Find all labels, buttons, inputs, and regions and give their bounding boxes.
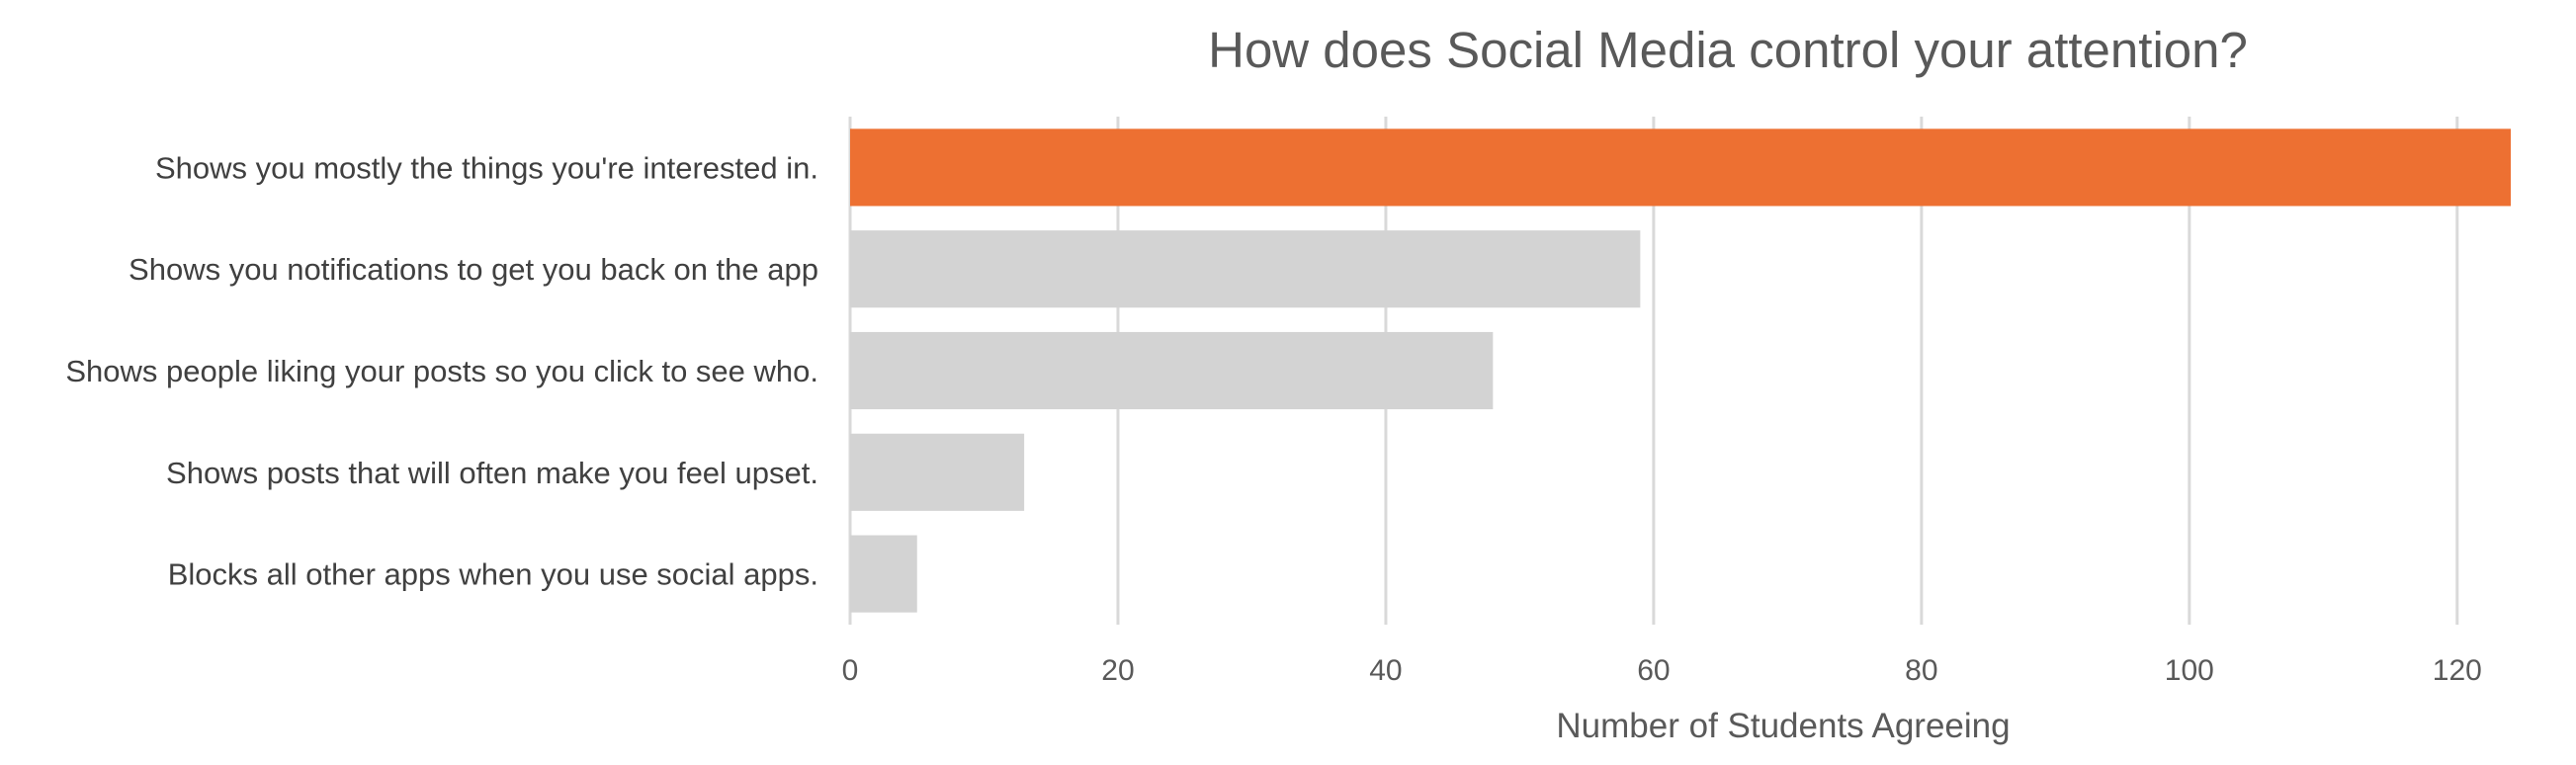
category-label: Shows posts that will often make you fee… — [166, 456, 818, 490]
x-tick-label: 40 — [1369, 654, 1402, 687]
chart-title: How does Social Media control your atten… — [1208, 22, 2248, 78]
bars — [850, 128, 2511, 613]
x-tick-label: 120 — [2433, 654, 2482, 687]
x-tick-label: 80 — [1905, 654, 1937, 687]
bar — [850, 230, 1641, 308]
x-tick-label: 100 — [2165, 654, 2214, 687]
category-label: Shows you notifications to get you back … — [129, 252, 818, 287]
category-label: Shows people liking your posts so you cl… — [65, 354, 818, 388]
x-tick-label: 20 — [1101, 654, 1134, 687]
category-labels: Shows you mostly the things you're inter… — [65, 150, 818, 591]
x-axis-title: Number of Students Agreeing — [1556, 707, 2010, 745]
category-label: Shows you mostly the things you're inter… — [155, 150, 818, 185]
bar — [850, 331, 1494, 410]
category-label: Blocks all other apps when you use socia… — [168, 557, 818, 592]
bar — [850, 433, 1025, 511]
x-tick-label: 0 — [842, 654, 859, 687]
x-tick-label: 60 — [1637, 654, 1670, 687]
x-tick-labels: 0 20 40 60 80 100 120 — [842, 654, 2482, 687]
bar — [850, 128, 2511, 207]
bar — [850, 535, 917, 613]
